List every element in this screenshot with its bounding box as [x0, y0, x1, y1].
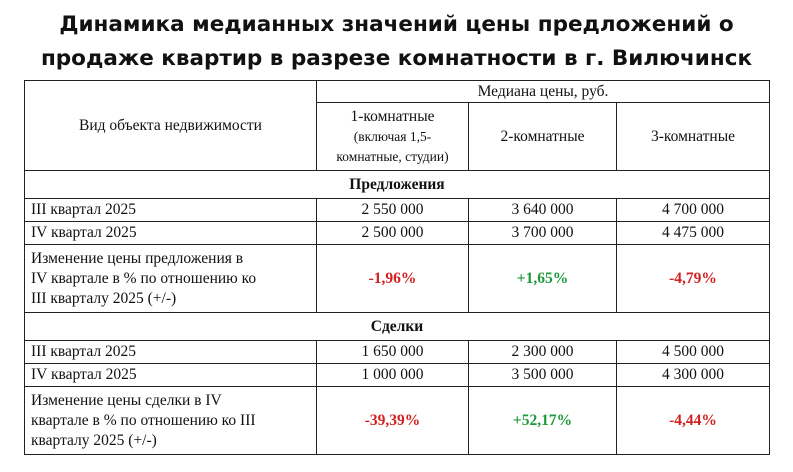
header-3-room: 3-комнатные [616, 102, 770, 171]
cell-1-room: 2 550 000 [316, 198, 469, 222]
table-row: IV квартал 2025 1 000 000 3 500 000 4 30… [24, 363, 770, 387]
change-label-deals: Изменение цены сделки в IV квартале в % … [24, 386, 317, 455]
cell-3-room: 4 700 000 [616, 198, 770, 222]
table-row: III квартал 2025 2 550 000 3 640 000 4 7… [24, 198, 770, 222]
title-line-1: Динамика медианных значений цены предлож… [59, 12, 734, 37]
row-label: III квартал 2025 [24, 340, 317, 364]
title-line-2: продаже квартир в разрезе комнатности в … [40, 46, 753, 71]
header-median-price: Медиана цены, руб. [316, 80, 770, 103]
change-label-line-1: Изменение цены сделки в IV [31, 391, 222, 409]
change-1-room: -1,96% [316, 244, 469, 313]
cell-1-room: 1 000 000 [316, 363, 469, 387]
header-row-1: Вид объекта недвижимости Медиана цены, р… [24, 80, 770, 171]
header-2-room: 2-комнатные [468, 102, 617, 171]
table-row: IV квартал 2025 2 500 000 3 700 000 4 47… [24, 221, 770, 245]
cell-3-room: 4 300 000 [616, 363, 770, 387]
header-object-type: Вид объекта недвижимости [24, 80, 317, 171]
header-1-room: 1-комнатные (включая 1,5- комнатные, сту… [316, 102, 469, 171]
header-1-room-line-1: 1-комнатные [350, 107, 435, 125]
header-row-2: 1-комнатные (включая 1,5- комнатные, сту… [25, 102, 770, 171]
header-1-room-line-2: (включая 1,5- [353, 128, 432, 144]
section-row-offers: Предложения [24, 170, 770, 199]
row-label: III квартал 2025 [24, 198, 317, 222]
cell-2-room: 3 700 000 [468, 221, 617, 245]
cell-3-room: 4 475 000 [616, 221, 770, 245]
change-2-room: +1,65% [468, 244, 617, 313]
cell-2-room: 3 640 000 [468, 198, 617, 222]
change-3-room: -4,79% [616, 244, 770, 313]
change-row-offers: Изменение цены предложения в IV квартале… [24, 244, 770, 313]
change-2-room: +52,17% [468, 386, 617, 455]
change-1-room: -39,39% [316, 386, 469, 455]
change-label-line-2: квартале в % по отношению ко III [31, 411, 256, 429]
change-3-room: -4,44% [616, 386, 770, 455]
cell-1-room: 2 500 000 [316, 221, 469, 245]
price-table: Вид объекта недвижимости Медиана цены, р… [24, 80, 770, 455]
cell-2-room: 3 500 000 [468, 363, 617, 387]
table-row: III квартал 2025 1 650 000 2 300 000 4 5… [24, 340, 770, 364]
cell-1-room: 1 650 000 [316, 340, 469, 364]
page-title: Динамика медианных значений цены предлож… [0, 8, 793, 76]
cell-3-room: 4 500 000 [616, 340, 770, 364]
section-row-deals: Сделки [24, 312, 770, 341]
cell-2-room: 2 300 000 [468, 340, 617, 364]
change-label-line-3: III кварталу 2025 (+/-) [31, 289, 177, 307]
change-label-line-2: IV квартале в % по отношению ко [31, 269, 257, 287]
section-offers: Предложения [24, 170, 770, 199]
row-label: IV квартал 2025 [24, 363, 317, 387]
row-label: IV квартал 2025 [24, 221, 317, 245]
change-label-offers: Изменение цены предложения в IV квартале… [24, 244, 317, 313]
header-1-room-line-3: комнатные, студии) [336, 148, 449, 164]
change-row-deals: Изменение цены сделки в IV квартале в % … [24, 386, 770, 455]
section-deals: Сделки [24, 312, 770, 341]
change-label-line-3: кварталу 2025 (+/-) [31, 431, 157, 449]
change-label-line-1: Изменение цены предложения в [31, 249, 244, 267]
